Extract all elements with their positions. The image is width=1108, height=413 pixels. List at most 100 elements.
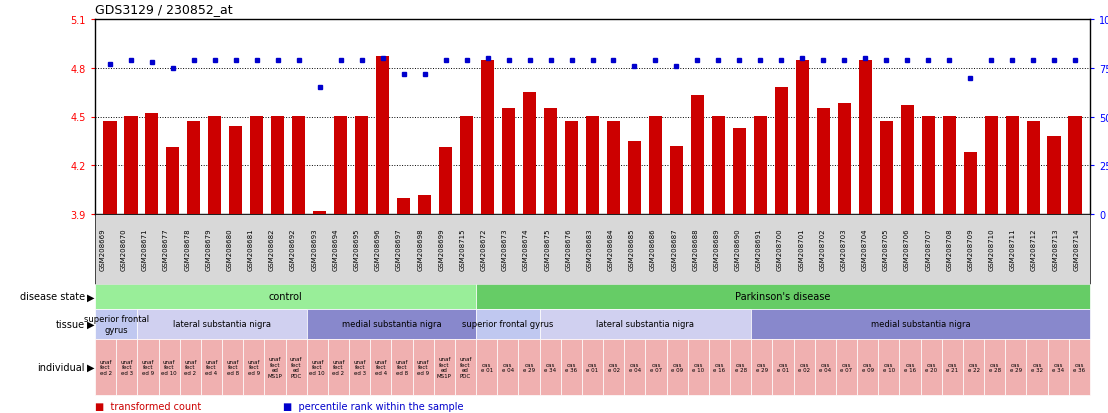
Text: GSM208684: GSM208684 bbox=[607, 228, 614, 271]
Text: cas
e 32: cas e 32 bbox=[1032, 362, 1043, 373]
Bar bbox=[523, 93, 536, 214]
Text: cas
e 16: cas e 16 bbox=[714, 362, 726, 373]
Text: cas
e 22: cas e 22 bbox=[967, 362, 979, 373]
Text: GSM208693: GSM208693 bbox=[311, 228, 317, 271]
Text: lateral substantia nigra: lateral substantia nigra bbox=[596, 320, 695, 329]
Bar bbox=[859, 60, 872, 214]
Text: medial substantia nigra: medial substantia nigra bbox=[871, 320, 971, 329]
Text: cas
e 36: cas e 36 bbox=[1074, 362, 1086, 373]
Text: unaf
fect
ed 10: unaf fect ed 10 bbox=[309, 359, 325, 375]
Text: cas
e 10: cas e 10 bbox=[883, 362, 895, 373]
Bar bbox=[249, 117, 264, 214]
Bar bbox=[1047, 137, 1061, 214]
Bar bbox=[796, 60, 809, 214]
Text: superior frontal gyrus: superior frontal gyrus bbox=[462, 320, 554, 329]
Bar bbox=[669, 146, 684, 214]
Text: GSM208700: GSM208700 bbox=[777, 228, 783, 271]
Bar bbox=[312, 211, 327, 214]
Bar bbox=[103, 122, 116, 214]
Bar bbox=[187, 122, 201, 214]
Text: GSM208686: GSM208686 bbox=[650, 228, 656, 271]
Bar bbox=[166, 148, 179, 214]
Bar bbox=[334, 117, 348, 214]
Text: GDS3129 / 230852_at: GDS3129 / 230852_at bbox=[95, 3, 233, 16]
Text: GSM208707: GSM208707 bbox=[925, 228, 931, 271]
Text: cas
e 28: cas e 28 bbox=[988, 362, 1001, 373]
Bar bbox=[690, 96, 705, 214]
Text: GSM208712: GSM208712 bbox=[1032, 228, 1037, 271]
Text: unaf
fect
ed 2: unaf fect ed 2 bbox=[100, 359, 112, 375]
Text: GSM208711: GSM208711 bbox=[1009, 228, 1016, 271]
Bar bbox=[586, 117, 599, 214]
Bar bbox=[124, 117, 137, 214]
Bar bbox=[1005, 117, 1019, 214]
Text: GSM208692: GSM208692 bbox=[290, 228, 296, 271]
Text: unaf
fect
ed 9: unaf fect ed 9 bbox=[142, 359, 154, 375]
Text: GSM208689: GSM208689 bbox=[714, 228, 719, 271]
Text: cas
e 02: cas e 02 bbox=[607, 362, 619, 373]
Text: unaf
fect
ed 4: unaf fect ed 4 bbox=[375, 359, 387, 375]
Text: disease state: disease state bbox=[20, 292, 85, 302]
Text: cas
e 29: cas e 29 bbox=[1009, 362, 1022, 373]
Text: GSM208687: GSM208687 bbox=[671, 228, 677, 271]
Text: cas
e 34: cas e 34 bbox=[1053, 362, 1065, 373]
Text: GSM208710: GSM208710 bbox=[988, 228, 995, 271]
Text: cas
e 21: cas e 21 bbox=[946, 362, 958, 373]
Text: cas
e 01: cas e 01 bbox=[586, 362, 598, 373]
Text: ▶: ▶ bbox=[88, 362, 94, 372]
Text: unaf
fect
ed 9: unaf fect ed 9 bbox=[247, 359, 260, 375]
Text: GSM208708: GSM208708 bbox=[946, 228, 953, 271]
Text: GSM208682: GSM208682 bbox=[269, 228, 275, 271]
Bar bbox=[502, 109, 515, 214]
Bar bbox=[355, 117, 369, 214]
Bar bbox=[544, 109, 557, 214]
Text: ■  transformed count: ■ transformed count bbox=[95, 401, 202, 411]
Bar bbox=[291, 117, 306, 214]
Bar bbox=[985, 117, 998, 214]
Text: GSM208679: GSM208679 bbox=[205, 228, 212, 271]
Text: GSM208699: GSM208699 bbox=[439, 228, 444, 271]
Text: GSM208706: GSM208706 bbox=[904, 228, 910, 271]
Text: GSM208694: GSM208694 bbox=[332, 228, 338, 271]
Text: unaf
fect
ed 3: unaf fect ed 3 bbox=[121, 359, 133, 375]
Bar bbox=[376, 57, 389, 214]
Bar bbox=[943, 117, 956, 214]
Bar bbox=[481, 60, 494, 214]
Bar bbox=[1026, 122, 1040, 214]
Text: cas
e 28: cas e 28 bbox=[735, 362, 747, 373]
Text: unaf
fect
ed
MS1P: unaf fect ed MS1P bbox=[267, 356, 283, 378]
Text: GSM208674: GSM208674 bbox=[523, 228, 529, 271]
Bar bbox=[208, 117, 222, 214]
Bar bbox=[627, 142, 642, 214]
Text: unaf
fect
ed 8: unaf fect ed 8 bbox=[226, 359, 239, 375]
Text: tissue: tissue bbox=[55, 319, 85, 329]
Text: control: control bbox=[268, 292, 302, 302]
Text: GSM208697: GSM208697 bbox=[396, 228, 402, 271]
Text: GSM208701: GSM208701 bbox=[798, 228, 804, 271]
Text: GSM208676: GSM208676 bbox=[565, 228, 572, 271]
Text: GSM208688: GSM208688 bbox=[692, 228, 698, 271]
Text: GSM208670: GSM208670 bbox=[121, 228, 126, 271]
Text: GSM208683: GSM208683 bbox=[586, 228, 593, 271]
Bar bbox=[753, 117, 767, 214]
Text: cas
e 01: cas e 01 bbox=[481, 362, 493, 373]
Text: cas
e 04: cas e 04 bbox=[819, 362, 831, 373]
Text: unaf
fect
ed
MS1P: unaf fect ed MS1P bbox=[437, 356, 452, 378]
Bar bbox=[145, 114, 158, 214]
Text: superior frontal
gyrus: superior frontal gyrus bbox=[83, 315, 148, 334]
Text: GSM208678: GSM208678 bbox=[184, 228, 191, 271]
Text: GSM208703: GSM208703 bbox=[841, 228, 847, 271]
Bar bbox=[565, 122, 578, 214]
Bar bbox=[838, 104, 851, 214]
Bar bbox=[774, 88, 788, 214]
Bar bbox=[732, 128, 747, 214]
Text: GSM208696: GSM208696 bbox=[375, 228, 381, 271]
Text: medial substantia nigra: medial substantia nigra bbox=[341, 320, 441, 329]
Text: cas
e 04: cas e 04 bbox=[628, 362, 640, 373]
Text: cas
e 07: cas e 07 bbox=[650, 362, 663, 373]
Text: GSM208695: GSM208695 bbox=[353, 228, 360, 271]
Text: cas
e 10: cas e 10 bbox=[692, 362, 705, 373]
Text: GSM208681: GSM208681 bbox=[248, 228, 254, 271]
Text: ▶: ▶ bbox=[88, 319, 94, 329]
Text: unaf
fect
ed 4: unaf fect ed 4 bbox=[205, 359, 217, 375]
